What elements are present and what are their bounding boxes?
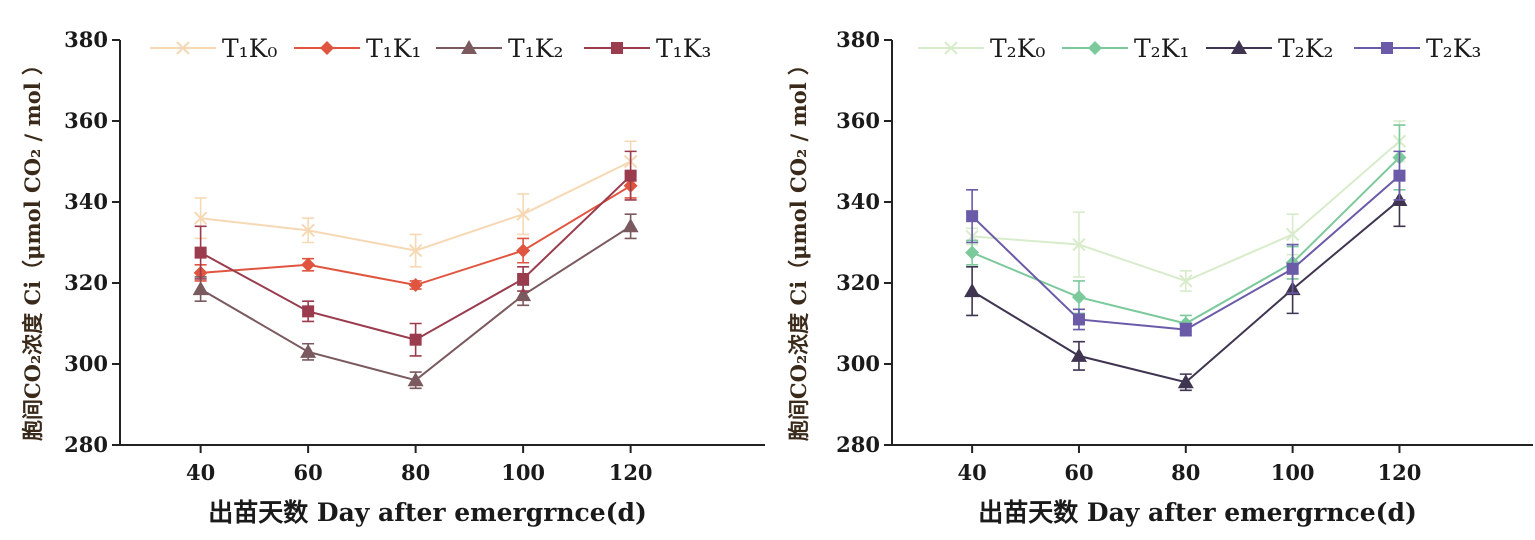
legend-label: T₂K₁ — [1134, 34, 1189, 63]
data-point — [515, 287, 532, 302]
data-point — [1393, 169, 1406, 182]
legend-marker — [1088, 41, 1102, 55]
legend-label: T₂K₀ — [990, 34, 1045, 63]
y-tick-label: 280 — [836, 432, 880, 457]
y-axis-label: 胞间CO₂浓度 Ci（μmol CO₂ / mol ） — [20, 54, 45, 441]
x-tick-label: 80 — [401, 460, 430, 485]
x-tick-label: 40 — [958, 460, 987, 485]
data-point — [1071, 290, 1086, 305]
series-line — [972, 140, 1401, 283]
legend-label: T₁K₁ — [366, 34, 421, 63]
data-point — [407, 372, 424, 387]
y-axis-label: 胞间CO₂浓度 Ci（μmol CO₂ / mol ） — [786, 54, 811, 441]
y-tick-label: 340 — [836, 189, 880, 214]
legend-marker — [176, 41, 190, 55]
x-tick-label: 60 — [294, 460, 323, 485]
y-tick-label: 280 — [64, 432, 108, 457]
data-point — [624, 169, 637, 182]
x-tick-label: 100 — [501, 460, 545, 485]
y-tick-label: 300 — [836, 351, 880, 376]
data-point — [516, 207, 530, 221]
legend-marker — [461, 40, 477, 54]
x-axis-label: 出苗天数 Day after emergrnce(d) — [978, 498, 1417, 527]
data-point — [302, 305, 315, 318]
x-axis-label: 出苗天数 Day after emergrnce(d) — [208, 498, 647, 527]
series-square — [194, 150, 637, 357]
series-square — [966, 150, 1406, 337]
legend-marker — [611, 42, 623, 54]
legend-marker — [1231, 40, 1247, 54]
series-x — [193, 140, 638, 268]
y-tick-label: 320 — [64, 270, 108, 295]
y-tick-label: 380 — [64, 27, 108, 52]
data-point — [193, 211, 208, 225]
data-point — [516, 243, 531, 258]
y-tick-label: 300 — [64, 351, 108, 376]
series-triangle — [192, 213, 639, 390]
y-tick-label: 360 — [836, 108, 880, 133]
x-tick-label: 120 — [609, 460, 653, 485]
series-x — [965, 120, 1407, 292]
x-tick-label: 100 — [1271, 460, 1315, 485]
y-tick-label: 360 — [64, 108, 108, 133]
x-tick-label: 80 — [1171, 460, 1200, 485]
data-point — [1179, 323, 1192, 336]
y-tick-label: 380 — [836, 27, 880, 52]
data-point — [1179, 274, 1193, 288]
y-tick-label: 340 — [64, 189, 108, 214]
data-point — [1072, 237, 1086, 252]
data-point — [966, 210, 979, 223]
legend-label: T₁K₂ — [508, 34, 563, 63]
data-point — [517, 272, 530, 285]
data-point — [192, 281, 209, 296]
data-point — [1286, 262, 1299, 275]
legend-marker — [944, 41, 958, 55]
x-tick-label: 120 — [1378, 460, 1422, 485]
data-point — [301, 223, 315, 238]
data-point — [1070, 347, 1087, 362]
series-triangle — [964, 172, 1408, 392]
data-point — [1177, 374, 1194, 389]
data-point — [301, 257, 316, 272]
data-point — [408, 243, 423, 258]
data-point — [409, 333, 422, 346]
legend-marker — [1381, 42, 1393, 54]
data-point — [1285, 227, 1300, 242]
data-point — [300, 343, 317, 358]
data-point — [622, 218, 639, 233]
chart-panel-2: 280 300 320 340 360 380 40 60 80 100 120 出苗天数 Day a… — [786, 27, 1533, 527]
legend-label: T₂K₂ — [1278, 34, 1333, 63]
legend-label: T₁K₀ — [222, 34, 277, 63]
legend-label: T₂K₃ — [1426, 34, 1481, 63]
chart-panel-1: 280 300 320 340 360 380 40 60 80 100 120 出苗天数 Day a… — [20, 27, 765, 527]
data-point — [194, 246, 207, 259]
data-point — [964, 283, 981, 298]
legend-label: T₁K₃ — [656, 34, 711, 63]
data-point — [1072, 313, 1085, 326]
legend-marker — [320, 41, 334, 55]
data-point — [965, 245, 980, 260]
y-tick-label: 320 — [836, 270, 880, 295]
x-tick-label: 60 — [1064, 460, 1093, 485]
data-point — [408, 278, 423, 293]
x-tick-label: 40 — [186, 460, 215, 485]
series-diamond — [965, 124, 1407, 333]
